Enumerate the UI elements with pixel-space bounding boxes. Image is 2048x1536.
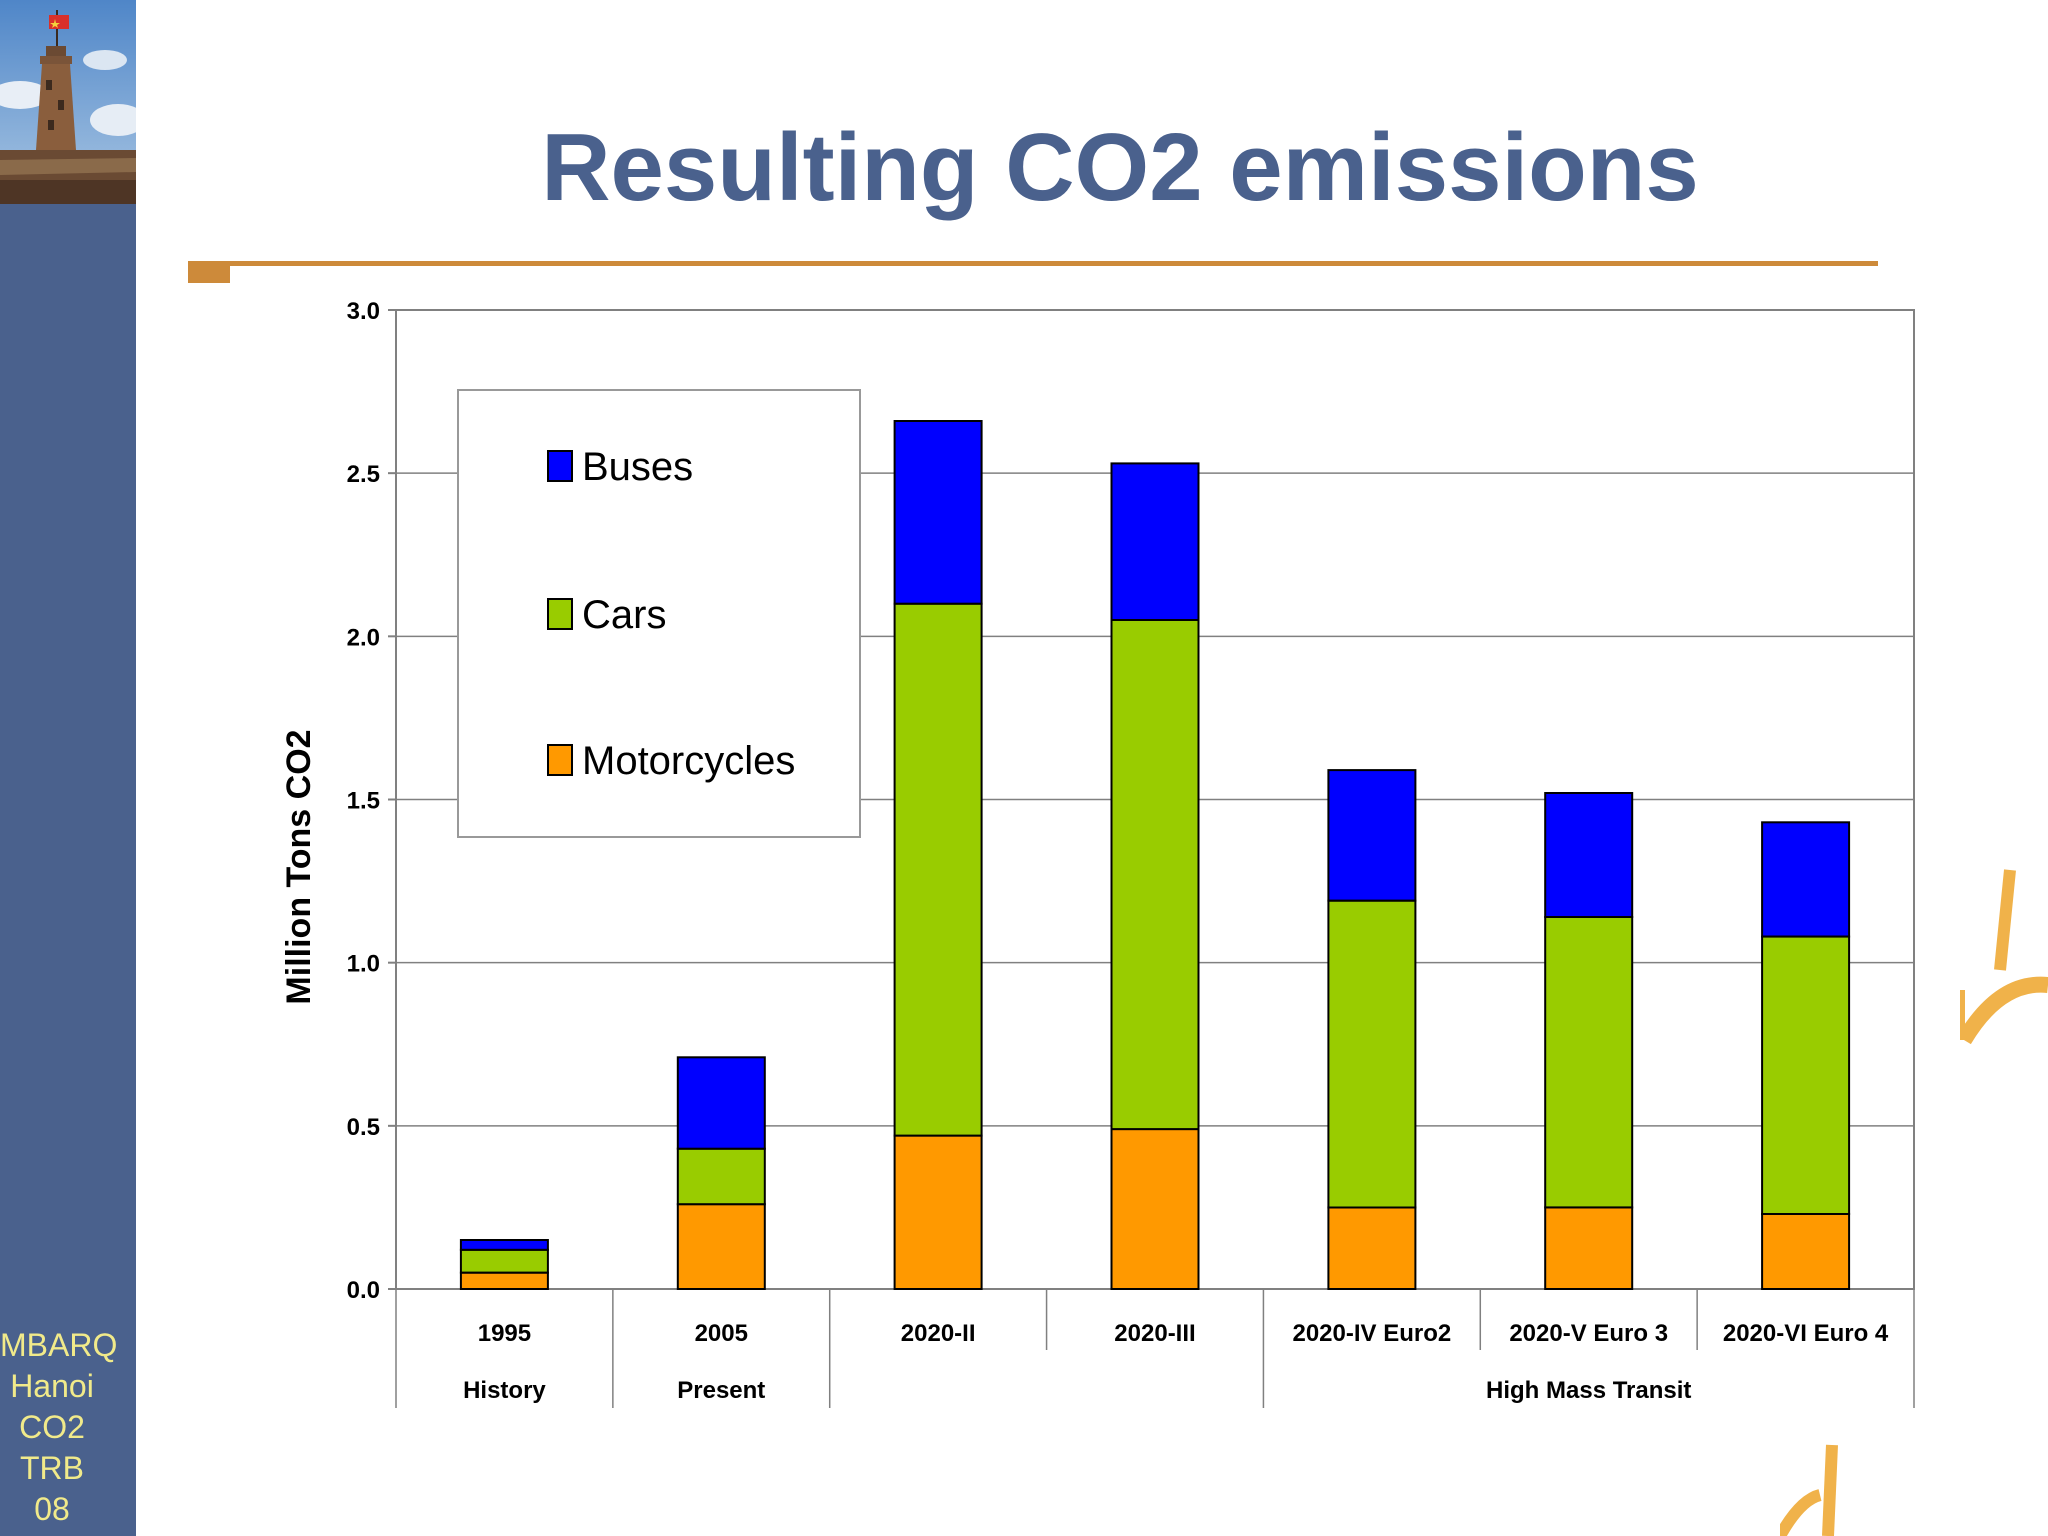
sidebar-caption: MBARQ Hanoi CO2 TRB 08 (0, 1325, 118, 1530)
legend-label-motorcycles: Motorcycles (582, 739, 795, 783)
bar-cars-1995 (459, 1248, 549, 1274)
legend-swatch-motorcycles (547, 744, 573, 776)
decorative-swoosh-bottom (1780, 1444, 1838, 1536)
bar-motorcycles-2020-iv-euro2 (1327, 1206, 1417, 1291)
x-group-label: History (463, 1377, 546, 1404)
bar-cars-2020-v-euro-3 (1544, 916, 1634, 1209)
x-tick-label: 2005 (695, 1320, 748, 1347)
y-tick-label: 3.0 (347, 298, 380, 325)
legend-label-buses: Buses (582, 445, 693, 489)
bar-motorcycles-1995 (459, 1271, 549, 1290)
bar-cars-2005 (676, 1147, 766, 1206)
bar-buses-2020-ii (893, 420, 983, 605)
y-tick-label: 2.5 (347, 461, 380, 488)
page-title: Resulting CO2 emissions (541, 114, 1699, 221)
bar-buses-1995 (459, 1239, 549, 1251)
sidebar-line: CO2 (19, 1409, 85, 1445)
bar-buses-2020-v-euro-3 (1544, 792, 1634, 918)
y-tick-label: 0.0 (347, 1277, 380, 1304)
bar-cars-2020-iii (1110, 619, 1200, 1131)
bar-motorcycles-2020-v-euro-3 (1544, 1206, 1634, 1291)
bar-cars-2020-vi-euro-4 (1761, 935, 1851, 1215)
x-tick-label: 2020-III (1114, 1320, 1195, 1347)
legend-swatch-cars (547, 598, 573, 630)
sidebar-band (0, 0, 136, 1536)
bar-motorcycles-2020-ii (893, 1134, 983, 1290)
y-tick-label: 1.5 (347, 788, 380, 815)
y-tick-label: 2.0 (347, 624, 380, 651)
x-group-label: High Mass Transit (1486, 1377, 1691, 1404)
chart-legend: Buses Cars Motorcycles (457, 389, 861, 838)
bar-buses-2020-iii (1110, 462, 1200, 621)
bar-cars-2020-ii (893, 602, 983, 1137)
sidebar-line: TRB 08 (20, 1450, 84, 1527)
x-group-label: Present (677, 1377, 765, 1404)
flag-tower-photo (0, 0, 136, 204)
x-tick-label: 2020-II (901, 1320, 976, 1347)
bar-stacks (459, 420, 1851, 1291)
bar-buses-2020-vi-euro-4 (1761, 821, 1851, 938)
title-divider-accent (188, 263, 230, 283)
sidebar-line: Hanoi (10, 1368, 94, 1404)
y-tick-label: 0.5 (347, 1114, 380, 1141)
bar-buses-2020-iv-euro2 (1327, 769, 1417, 902)
decorative-swoosh (1960, 869, 2048, 1045)
legend-swatch-buses (547, 450, 573, 482)
x-tick-label: 1995 (478, 1320, 531, 1347)
x-tick-label: 2020-IV Euro2 (1292, 1320, 1451, 1347)
x-tick-label: 2020-VI Euro 4 (1723, 1320, 1889, 1347)
bar-motorcycles-2020-vi-euro-4 (1761, 1212, 1851, 1291)
sidebar-line: MBARQ (0, 1327, 118, 1363)
y-axis: 0.0 0.5 1.0 1.5 2.0 2.5 3.0 (347, 298, 396, 1304)
bar-buses-2005 (676, 1056, 766, 1150)
x-axis: 1995 2005 2020-II 2020-III 2020-IV Euro2 2020… (395, 1289, 1915, 1408)
x-tick-label: 2020-V Euro 3 (1509, 1320, 1668, 1347)
y-axis-title: Million Tons CO2 (280, 729, 318, 1004)
legend-label-cars: Cars (582, 593, 666, 637)
bar-motorcycles-2020-iii (1110, 1128, 1200, 1290)
legend-box (457, 389, 861, 838)
y-tick-label: 1.0 (347, 951, 380, 978)
bar-cars-2020-iv-euro2 (1327, 899, 1417, 1209)
bar-motorcycles-2005 (676, 1203, 766, 1290)
title-divider (188, 261, 1878, 266)
